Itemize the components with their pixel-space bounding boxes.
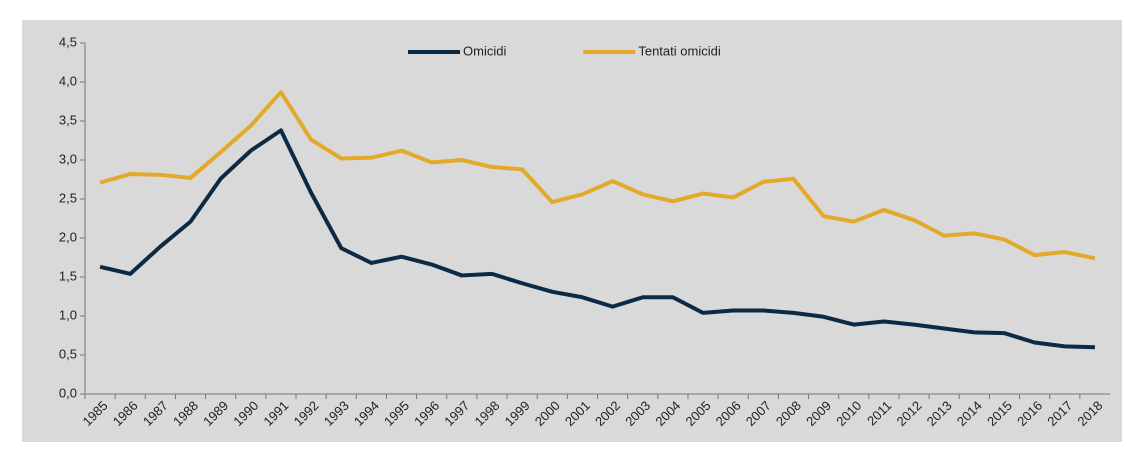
y-tick-label: 0,0 (59, 385, 77, 400)
y-tick-label: 3,5 (59, 112, 77, 127)
legend-label: Omicidi (463, 43, 506, 58)
y-tick-label: 4,5 (59, 34, 77, 49)
y-tick-label: 1,5 (59, 268, 77, 283)
y-tick-label: 4,0 (59, 73, 77, 88)
legend-label: Tentati omicidi (638, 43, 720, 58)
y-tick-label: 3,0 (59, 151, 77, 166)
chart-background (22, 20, 1122, 442)
series-line (99, 128, 1095, 350)
y-tick-label: 0,5 (59, 346, 77, 361)
series-line (99, 90, 1096, 261)
y-tick-label: 2,5 (59, 190, 77, 205)
y-tick-label: 1,0 (59, 307, 77, 322)
y-tick-label: 2,0 (59, 229, 77, 244)
